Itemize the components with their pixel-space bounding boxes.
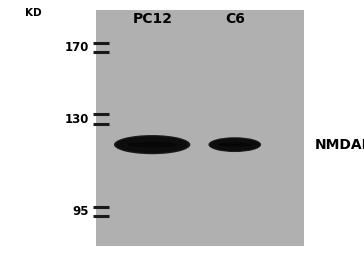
Bar [96,10,304,246]
Ellipse shape [145,144,160,145]
Ellipse shape [228,144,241,145]
Ellipse shape [209,137,261,152]
Ellipse shape [218,142,252,147]
Ellipse shape [118,137,186,152]
Ellipse shape [125,141,179,148]
Ellipse shape [214,140,256,149]
Ellipse shape [123,140,181,149]
Ellipse shape [219,143,251,147]
Text: KD: KD [25,8,42,18]
Text: 170: 170 [65,41,89,54]
Ellipse shape [212,140,257,150]
Ellipse shape [120,138,185,151]
Ellipse shape [141,144,164,145]
Ellipse shape [222,143,248,146]
Ellipse shape [127,142,177,147]
Ellipse shape [218,142,252,147]
Ellipse shape [210,138,260,151]
Ellipse shape [211,139,258,150]
Ellipse shape [224,144,245,145]
Text: 95: 95 [73,205,89,218]
Ellipse shape [220,143,249,146]
Ellipse shape [143,144,162,145]
Ellipse shape [114,135,190,154]
Text: C6: C6 [225,12,245,26]
Ellipse shape [131,143,173,147]
Ellipse shape [216,142,253,148]
Text: NMDAR1: NMDAR1 [315,138,364,152]
Text: PC12: PC12 [133,12,173,26]
Ellipse shape [133,143,171,146]
Ellipse shape [227,144,243,145]
Ellipse shape [135,143,169,146]
Ellipse shape [127,141,177,148]
Ellipse shape [230,144,240,145]
Ellipse shape [226,144,244,145]
Ellipse shape [215,141,254,148]
Text: 130: 130 [65,113,89,125]
Ellipse shape [122,139,183,150]
Ellipse shape [139,144,166,145]
Ellipse shape [223,144,247,146]
Ellipse shape [116,136,189,153]
Ellipse shape [129,142,175,147]
Ellipse shape [137,144,167,146]
